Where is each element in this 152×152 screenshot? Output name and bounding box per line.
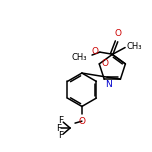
Text: CH₃: CH₃ xyxy=(72,53,87,62)
Text: CH₃: CH₃ xyxy=(126,42,142,51)
Text: F: F xyxy=(58,116,63,125)
Text: O: O xyxy=(78,117,85,126)
Text: F: F xyxy=(58,131,63,140)
Text: O: O xyxy=(114,29,121,38)
Text: N: N xyxy=(105,80,112,89)
Text: F: F xyxy=(56,124,61,133)
Text: O: O xyxy=(92,47,99,56)
Text: O: O xyxy=(102,59,109,68)
